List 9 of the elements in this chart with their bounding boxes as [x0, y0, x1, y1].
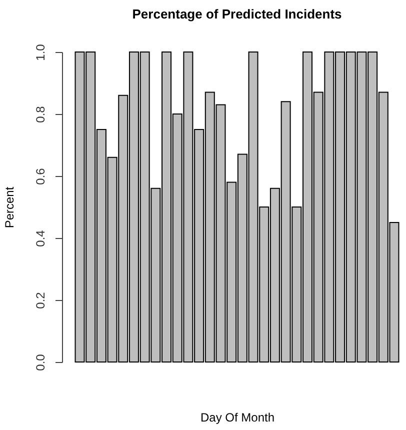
y-tick-label: 0.8	[34, 106, 48, 123]
y-tick-label: 0.0	[34, 354, 48, 371]
y-tick-label: 0.4	[34, 230, 48, 247]
y-tick-label: 0.2	[34, 292, 48, 309]
y-tick-label: 1.0	[34, 44, 48, 61]
x-axis-title: Day Of Month	[200, 410, 275, 424]
y-axis-title: Percent	[2, 186, 16, 228]
chart-title: Percentage of Predicted Incidents	[132, 6, 342, 22]
y-tick-label: 0.6	[34, 168, 48, 185]
